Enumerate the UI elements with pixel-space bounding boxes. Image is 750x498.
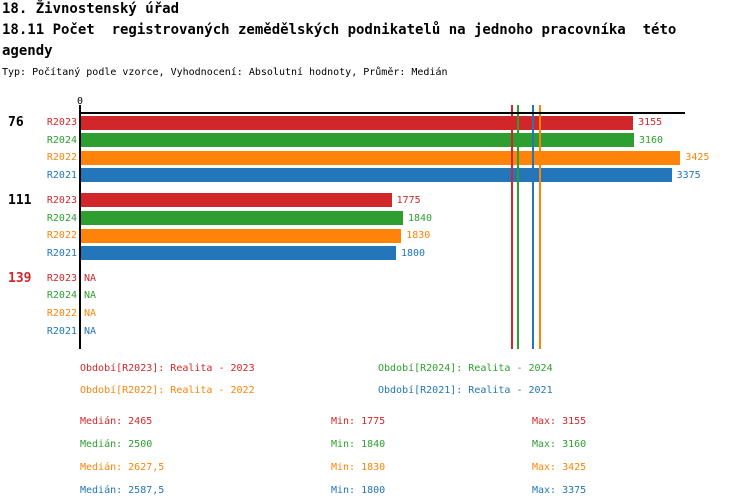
value-bar bbox=[81, 168, 672, 183]
stat-max-r2023: Max: 3155 bbox=[532, 416, 587, 427]
series-label: R2021 bbox=[46, 169, 77, 181]
series-label: R2024 bbox=[46, 212, 77, 224]
median-line-r2021 bbox=[532, 105, 535, 349]
chart-meta-line: Typ: Počítaný podle vzorce, Vyhodnocení:… bbox=[2, 67, 448, 78]
legend-item-r2024: Období[R2024]: Realita - 2024 bbox=[378, 363, 553, 374]
value-label: 3160 bbox=[639, 134, 664, 146]
indicator-title: 18.11 Počet registrovaných zemědělských … bbox=[2, 22, 677, 38]
series-label: R2022 bbox=[46, 230, 77, 242]
series-label: R2021 bbox=[46, 325, 77, 337]
stat-max-r2022: Max: 3425 bbox=[532, 462, 587, 473]
na-value-label: NA bbox=[84, 272, 97, 284]
indicator-title-continued: agendy bbox=[2, 43, 53, 59]
stat-min-r2021: Min: 1800 bbox=[331, 485, 386, 496]
chart-legend: Období[R2023]: Realita - 2023 Období[R20… bbox=[80, 362, 553, 397]
report-section-title: 18. Živnostenský úřad bbox=[2, 1, 180, 17]
stat-median-r2021: Medián: 2587,5 bbox=[80, 485, 165, 496]
median-line-r2024 bbox=[517, 105, 519, 349]
stat-min-r2022: Min: 1830 bbox=[331, 462, 386, 473]
value-bar bbox=[81, 246, 396, 261]
na-value-label: NA bbox=[84, 308, 97, 319]
series-label: R2023 bbox=[46, 194, 77, 206]
value-bar bbox=[81, 133, 634, 148]
group-label: 111 bbox=[8, 192, 32, 208]
legend-item-r2021: Období[R2021]: Realita - 2021 bbox=[378, 385, 553, 396]
stat-median-r2023: Medián: 2465 bbox=[80, 416, 153, 427]
value-label: 3425 bbox=[685, 152, 710, 164]
value-label: 3155 bbox=[638, 117, 663, 128]
y-axis-line bbox=[79, 105, 81, 349]
na-value-label: NA bbox=[84, 325, 97, 337]
value-bar bbox=[81, 211, 403, 225]
stat-median-r2022: Medián: 2627,5 bbox=[80, 462, 165, 473]
series-label: R2022 bbox=[46, 152, 77, 164]
value-bar bbox=[81, 115, 634, 130]
value-label: 1830 bbox=[406, 230, 431, 242]
x-axis-line bbox=[80, 112, 685, 114]
series-label: R2023 bbox=[46, 117, 77, 128]
median-line-r2023 bbox=[510, 105, 513, 349]
summary-stats: Medián: 2465 Min: 1775 Max: 3155 Medián:… bbox=[80, 415, 586, 497]
group-label: 139 bbox=[8, 270, 32, 286]
value-bar bbox=[81, 193, 392, 208]
median-line-r2022 bbox=[539, 105, 542, 349]
series-label: R2024 bbox=[46, 134, 77, 146]
legend-item-r2023: Období[R2023]: Realita - 2023 bbox=[80, 363, 255, 374]
value-label: 3375 bbox=[676, 169, 701, 181]
series-label: R2023 bbox=[46, 272, 77, 284]
stat-max-r2024: Max: 3160 bbox=[532, 439, 587, 450]
value-bar bbox=[81, 150, 681, 165]
stat-max-r2021: Max: 3375 bbox=[532, 485, 587, 496]
legend-item-r2022: Období[R2022]: Realita - 2022 bbox=[80, 385, 255, 396]
value-label: 1775 bbox=[396, 194, 421, 206]
series-label: R2024 bbox=[46, 290, 77, 302]
group-label: 76 bbox=[8, 115, 24, 130]
na-value-label: NA bbox=[84, 290, 97, 302]
stat-min-r2024: Min: 1840 bbox=[331, 439, 386, 450]
series-label: R2022 bbox=[46, 308, 77, 319]
value-label: 1800 bbox=[401, 247, 426, 259]
x-axis-zero-label: 0 bbox=[76, 96, 84, 107]
series-label: R2021 bbox=[46, 247, 77, 259]
value-label: 1840 bbox=[408, 212, 433, 224]
stat-min-r2023: Min: 1775 bbox=[331, 416, 386, 427]
stat-median-r2024: Medián: 2500 bbox=[80, 439, 153, 450]
value-bar bbox=[81, 228, 402, 243]
